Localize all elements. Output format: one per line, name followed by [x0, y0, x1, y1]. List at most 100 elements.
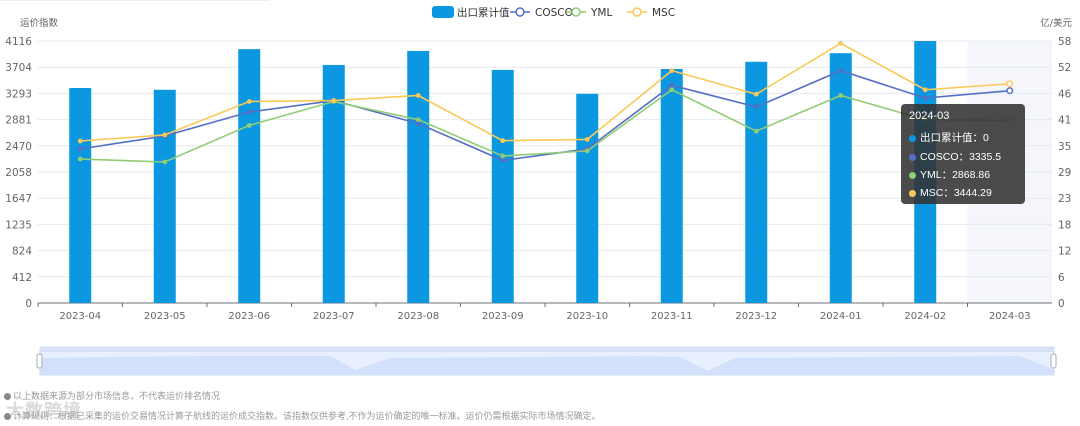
x-tick-label: 2023-11 — [651, 311, 693, 322]
right-tick-label: 35 — [1058, 141, 1071, 153]
right-tick-label: 46 — [1058, 88, 1072, 100]
data-point[interactable] — [753, 104, 759, 110]
data-point[interactable] — [500, 138, 506, 144]
data-point[interactable] — [669, 68, 675, 74]
top-divider — [0, 0, 270, 1]
data-point[interactable] — [77, 146, 83, 152]
tooltip-row-export: 出口累计值：0 — [909, 130, 989, 145]
left-tick-label: 824 — [12, 246, 32, 258]
info-icon — [4, 393, 11, 401]
data-point[interactable] — [500, 158, 506, 163]
data-point[interactable] — [246, 123, 252, 128]
data-point[interactable] — [246, 109, 252, 115]
data-point[interactable] — [415, 93, 421, 98]
line-cosco — [80, 69, 1010, 162]
data-point[interactable] — [922, 95, 928, 101]
x-tick-label: 2023-08 — [397, 311, 439, 322]
legend-marker-icon[interactable] — [571, 7, 581, 17]
data-point[interactable] — [838, 40, 844, 46]
left-tick-label: 0 — [25, 298, 32, 310]
legend-label[interactable]: COSCO — [535, 7, 573, 19]
left-tick-label: 1235 — [5, 219, 32, 231]
note-text: 以上数据来源为部分市场信息，不代表运价排名情况 — [13, 391, 221, 401]
series-dot-icon — [909, 171, 916, 179]
data-point[interactable] — [77, 156, 83, 162]
data-point[interactable] — [584, 148, 590, 154]
datazoom-area — [40, 356, 1054, 375]
data-point[interactable] — [500, 153, 506, 159]
data-point[interactable] — [415, 121, 421, 126]
data-point[interactable] — [838, 93, 844, 98]
right-tick-label: 29 — [1058, 167, 1071, 179]
left-tick-label: 2470 — [5, 141, 32, 153]
left-axis-label: 运价指数 — [20, 17, 59, 29]
data-point[interactable] — [331, 98, 337, 103]
tooltip: 2024-03 出口累计值：0 COSCO：3335.5 YML：2868.86… — [901, 104, 1025, 204]
legend-marker-icon[interactable] — [632, 7, 642, 17]
info-icon — [4, 413, 11, 421]
x-tick-label: 2023-12 — [735, 311, 777, 322]
bar-export[interactable] — [153, 89, 176, 303]
bar-export[interactable] — [829, 53, 852, 304]
x-tick-label: 2024-03 — [989, 311, 1031, 322]
data-point[interactable] — [753, 128, 759, 134]
right-tick-label: 0 — [1058, 298, 1065, 310]
x-tick-label: 2024-01 — [820, 311, 862, 322]
right-tick-label: 41 — [1058, 115, 1071, 127]
tooltip-row-yml: YML：2868.86 — [909, 167, 990, 182]
data-point[interactable] — [77, 138, 83, 144]
left-tick-label: 3293 — [5, 88, 32, 100]
notes: 以上数据来源为部分市场信息，不代表运价排名情况 计算规则：根据已采集的运价交易情… — [4, 386, 601, 426]
legend-label[interactable]: 出口累计值 — [457, 6, 510, 19]
legend-label[interactable]: MSC — [652, 7, 675, 19]
right-tick-label: 58 — [1058, 36, 1071, 48]
right-tick-label: 6 — [1058, 272, 1065, 284]
bar-export[interactable] — [491, 69, 514, 304]
data-point[interactable] — [415, 117, 421, 123]
tooltip-row-cosco: COSCO：3335.5 — [909, 149, 1001, 164]
tooltip-row-label: MSC：3444.29 — [920, 187, 992, 199]
left-tick-label: 2881 — [5, 115, 32, 127]
legend-marker-icon[interactable] — [515, 7, 525, 17]
data-point[interactable] — [922, 87, 928, 93]
x-tick-label: 2023-06 — [228, 311, 270, 322]
data-point[interactable] — [669, 82, 675, 88]
left-tick-label: 2058 — [5, 167, 32, 179]
right-axis-label: 亿/美元 — [1040, 17, 1072, 29]
watermark: 大数跨境 — [6, 401, 82, 421]
data-point[interactable] — [669, 87, 675, 93]
bar-export[interactable] — [660, 69, 683, 303]
bar-export[interactable] — [322, 64, 345, 303]
tooltip-title: 2024-03 — [909, 110, 950, 122]
series-dot-icon — [909, 153, 916, 161]
series-dot-icon — [909, 134, 916, 142]
datazoom-right-handle[interactable] — [1050, 353, 1057, 369]
bar-export[interactable] — [745, 61, 768, 303]
legend-bar-icon[interactable] — [432, 6, 454, 18]
x-tick-label: 2024-02 — [904, 311, 946, 322]
data-point[interactable] — [162, 159, 168, 165]
bar-export[interactable] — [238, 49, 261, 303]
line-msc — [80, 42, 1010, 142]
data-point[interactable] — [753, 91, 759, 97]
data-point[interactable] — [838, 68, 844, 74]
note-text: 计算规则：根据已采集的运价交易情况计算子航线的运价成交指数。该指数仅供参考,不作… — [13, 411, 601, 421]
bar-export[interactable] — [69, 87, 92, 303]
data-point[interactable] — [584, 137, 590, 142]
data-point[interactable] — [246, 99, 252, 104]
left-tick-label: 3704 — [5, 62, 32, 74]
datazoom-left-handle[interactable] — [36, 353, 43, 369]
data-point[interactable] — [1006, 87, 1014, 95]
x-tick-label: 2023-10 — [566, 311, 608, 322]
bar-export[interactable] — [576, 93, 599, 304]
tooltip-row-label: YML：2868.86 — [920, 169, 991, 181]
note-item: 计算规则：根据已采集的运价交易情况计算子航线的运价成交指数。该指数仅供参考,不作… — [4, 406, 601, 426]
data-point[interactable] — [1006, 80, 1014, 88]
right-tick-label: 52 — [1058, 62, 1071, 74]
legend-label[interactable]: YML — [590, 7, 612, 19]
data-point[interactable] — [162, 132, 168, 138]
line-yml — [80, 88, 1010, 163]
datazoom-top-bar[interactable] — [40, 347, 1054, 352]
bar-export[interactable] — [407, 50, 430, 304]
left-tick-label: 1647 — [5, 193, 32, 205]
